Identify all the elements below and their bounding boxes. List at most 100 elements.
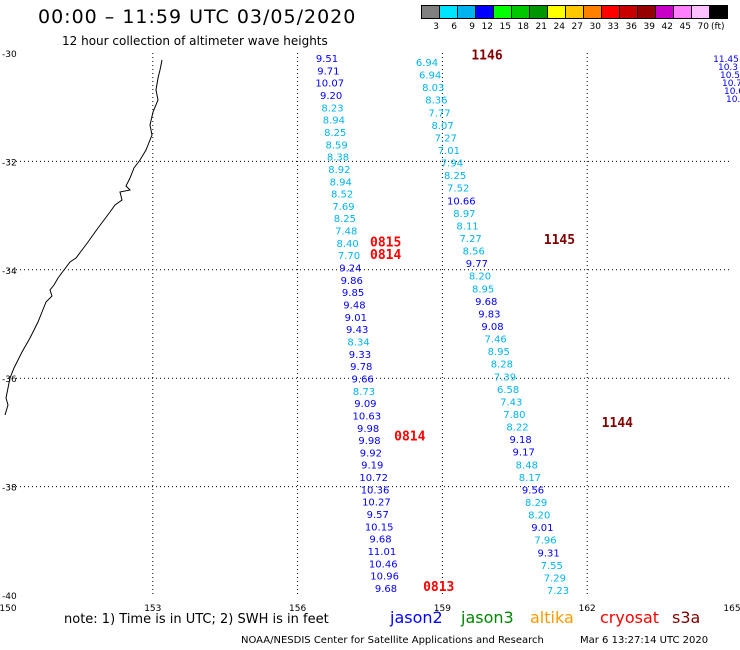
wave-height-value: 8.92	[328, 165, 350, 176]
legend-label: 45	[679, 22, 691, 32]
wave-height-value: 10.72	[359, 473, 388, 484]
satellite-jason2: jason2	[390, 608, 443, 627]
wave-height-value: 6.94	[419, 71, 441, 82]
wave-height-value: 9.77	[466, 259, 488, 270]
legend-label: 18	[517, 22, 529, 32]
wave-height-value: 8.97	[453, 209, 475, 220]
legend-label: 9	[469, 22, 475, 32]
wave-height-value: 9.66	[352, 374, 374, 385]
legend-label: 6	[451, 22, 457, 32]
wave-height-value: 8.95	[472, 284, 494, 295]
wave-height-value: 7.70	[338, 251, 360, 262]
note-text: note: 1) Time is in UTC; 2) SWH is in fe…	[64, 612, 329, 627]
legend-label: 30	[589, 22, 601, 32]
wave-height-value: 7.27	[435, 133, 457, 144]
legend-labels: 3 6 9 12 15 18 21 24 27 30 33 36 39 42 45 70 (ft)	[421, 22, 733, 32]
wave-height-value: 11.01	[368, 547, 397, 558]
wave-height-value: 10.15	[365, 522, 394, 533]
wave-height-value: 8.94	[323, 116, 345, 127]
altimeter-tracks: 9.519.7110.079.208.238.948.258.598.388.9…	[315, 54, 740, 597]
wave-height-value: 9.24	[339, 264, 361, 275]
satellite-s3a: s3a	[672, 608, 701, 627]
map-subtitle: 12 hour collection of altimeter wave hei…	[62, 34, 328, 48]
lat-label: -34	[2, 267, 17, 277]
wave-height-value: 7.48	[335, 227, 357, 238]
wave-height-value: 8.20	[528, 511, 550, 522]
wave-height-value: 9.86	[341, 276, 363, 287]
wave-height-value: 6.58	[497, 385, 519, 396]
footer-credit: NOAA/NESDIS Center for Satellite Applica…	[241, 635, 544, 646]
wave-height-value: 7.94	[441, 159, 463, 170]
lon-label: 159	[434, 604, 451, 614]
wave-height-value: 10.66	[447, 196, 476, 207]
lat-label: -36	[2, 375, 17, 385]
track-time-label: 1146	[471, 49, 502, 64]
wave-height-value: 10.46	[369, 559, 398, 570]
wave-height-value: 8.11	[456, 221, 478, 232]
wave-height-value: 10.96	[370, 572, 399, 583]
wave-height-value: 8.22	[506, 423, 528, 434]
wave-height-value: 10.6	[724, 87, 740, 97]
wave-height-value: 9.98	[358, 436, 380, 447]
wave-height-value: 9.71	[317, 66, 339, 77]
legend-label: 15	[499, 22, 511, 32]
legend-label: 21	[535, 22, 547, 32]
wave-height-value: 8.59	[325, 140, 347, 151]
wave-height-value: 8.94	[330, 177, 352, 188]
wave-height-value: 11.45	[713, 55, 739, 65]
wave-height-legend: 3 6 9 12 15 18 21 24 27 30 33 36 39 42 45 70 (ft)	[421, 5, 733, 32]
wave-height-value: 9.01	[531, 523, 553, 534]
wave-height-value: 10.27	[362, 498, 391, 509]
wave-height-value: 8.23	[321, 103, 343, 114]
wave-height-value: 9.56	[522, 485, 544, 496]
wave-height-value: 8.07	[431, 121, 453, 132]
legend-label: 36	[625, 22, 637, 32]
wave-height-value: 9.98	[357, 424, 379, 435]
legend-label: 27	[571, 22, 583, 32]
wave-height-value: 9.19	[361, 461, 383, 472]
wave-height-value: 7.01	[438, 146, 460, 157]
track-time-label: 1144	[602, 416, 633, 431]
lon-label: 156	[289, 604, 306, 614]
legend-label: 33	[607, 22, 619, 32]
wave-height-value: 7.80	[503, 410, 525, 421]
satellite-altika: altika	[530, 608, 574, 627]
wave-height-value: 9.09	[354, 399, 376, 410]
map-grid	[8, 53, 732, 595]
wave-height-value: 8.03	[422, 83, 444, 94]
wave-height-value: 8.95	[488, 347, 510, 358]
wave-height-value: 8.36	[425, 96, 447, 107]
lat-label: -40	[2, 592, 17, 602]
lon-label: 153	[144, 604, 161, 614]
wave-height-value: 9.33	[349, 350, 371, 361]
wave-height-value: 8.52	[331, 190, 353, 201]
track-time-label: 0815	[370, 236, 401, 251]
wave-height-value: 9.83	[478, 309, 500, 320]
lon-label: 150	[0, 604, 17, 614]
wave-height-value: 7.23	[547, 586, 569, 597]
axis-labels: 150 153 156 159 162 165 -30 -32 -34 -36 -38 -40	[0, 50, 740, 614]
wave-height-value: 7.39	[494, 372, 516, 383]
lat-label: -32	[2, 158, 17, 168]
wave-height-value: 7.52	[447, 184, 469, 195]
wave-height-value: 7.77	[428, 108, 450, 119]
legend-label: 39	[643, 22, 655, 32]
wave-height-value: 7.29	[544, 573, 566, 584]
lon-label: 162	[579, 604, 596, 614]
wave-height-value: 9.18	[509, 435, 531, 446]
wave-height-value: 8.34	[347, 337, 369, 348]
legend-label: 42	[661, 22, 673, 32]
track-time-label: 0813	[423, 580, 454, 595]
wave-height-value: 7.43	[500, 397, 522, 408]
legend-label: 12	[481, 22, 493, 32]
wave-height-value: 7.55	[541, 561, 563, 572]
legend-swatch	[709, 5, 728, 19]
legend-label: 3	[433, 22, 439, 32]
wave-height-value: 9.68	[375, 584, 397, 595]
satellite-jason3: jason3	[461, 608, 514, 627]
satellite-cryosat: cryosat	[600, 608, 660, 627]
wave-height-value: 9.43	[346, 325, 368, 336]
wave-height-value: 9.78	[350, 362, 372, 373]
map-title: 00:00 – 11:59 UTC 03/05/2020	[38, 6, 357, 28]
